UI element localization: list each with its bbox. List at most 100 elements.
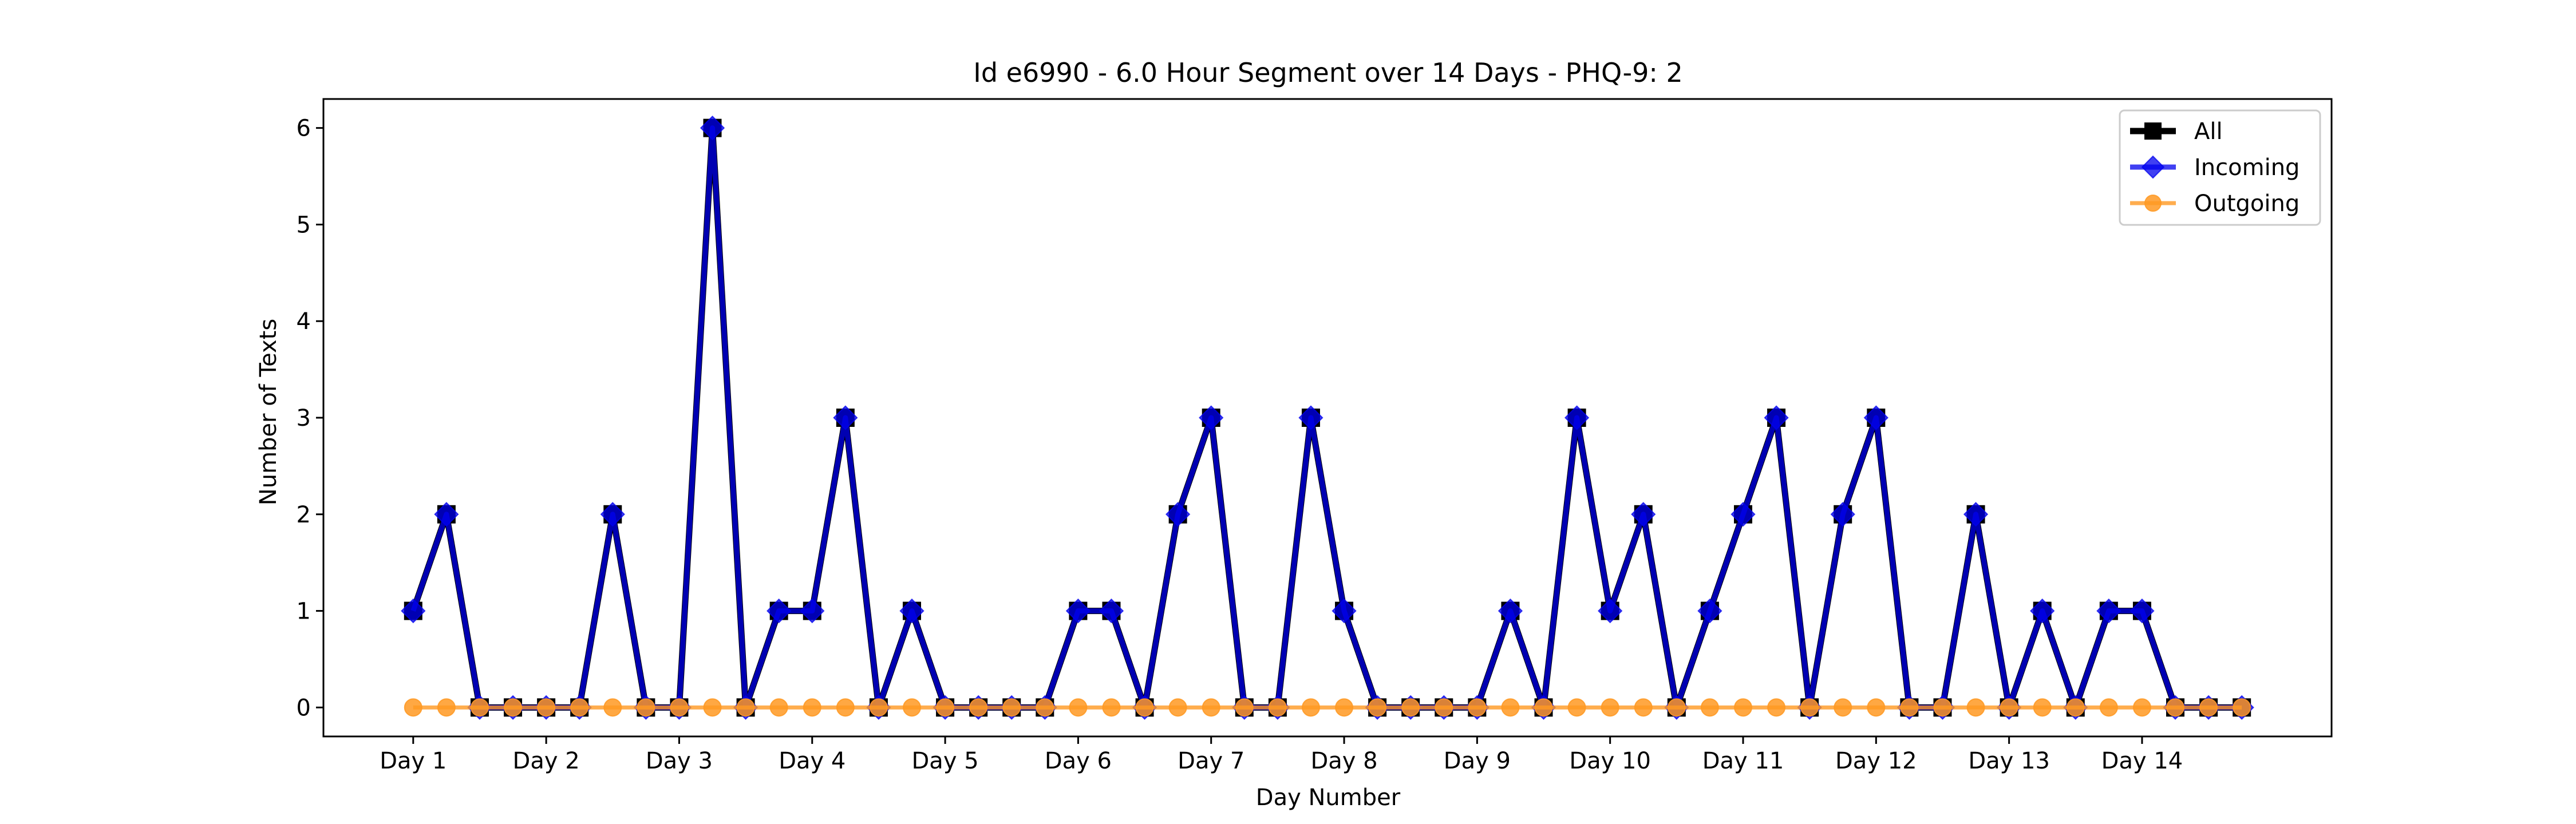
x-tick-label: Day 4	[779, 748, 846, 774]
data-point-incoming	[401, 598, 426, 624]
x-tick-label: Day 3	[646, 748, 713, 774]
data-point-outgoing	[1534, 698, 1553, 717]
data-point-incoming	[1963, 502, 1989, 527]
data-point-incoming	[2129, 598, 2155, 624]
legend-marker-incoming	[2141, 155, 2165, 179]
x-tick-label: Day 2	[513, 748, 580, 774]
data-point-outgoing	[1036, 698, 1054, 717]
data-point-outgoing	[1634, 698, 1653, 717]
x-tick-label: Day 11	[1702, 748, 1784, 774]
legend-label-all: All	[2194, 118, 2223, 145]
data-point-outgoing	[637, 698, 655, 717]
legend-item-all: All	[2130, 118, 2223, 145]
data-point-incoming	[1498, 598, 1523, 624]
data-point-outgoing	[936, 698, 955, 717]
x-tick-label: Day 8	[1310, 748, 1377, 774]
data-point-incoming	[1165, 502, 1191, 527]
data-point-outgoing	[670, 698, 689, 717]
data-point-outgoing	[1368, 698, 1387, 717]
data-point-outgoing	[1268, 698, 1287, 717]
x-tick-label: Day 7	[1178, 748, 1244, 774]
data-point-outgoing	[1733, 698, 1752, 717]
data-point-outgoing	[504, 698, 523, 717]
data-point-outgoing	[803, 698, 821, 717]
data-point-outgoing	[1933, 698, 1952, 717]
series-line-incoming	[410, 125, 2242, 710]
legend-label-incoming: Incoming	[2194, 154, 2300, 181]
data-point-outgoing	[2199, 698, 2218, 717]
data-point-incoming	[1730, 502, 1756, 527]
data-point-outgoing	[1900, 698, 1919, 717]
x-tick-label: Day 12	[1835, 748, 1917, 774]
data-point-outgoing	[1202, 698, 1220, 717]
y-tick-label: 6	[297, 116, 311, 142]
y-tick-label: 2	[297, 502, 311, 528]
data-point-outgoing	[1767, 698, 1786, 717]
x-tick-label: Day 10	[1569, 748, 1651, 774]
legend-marker-outgoing	[2144, 195, 2162, 212]
data-point-incoming	[700, 115, 725, 141]
data-point-outgoing	[1002, 698, 1021, 717]
data-point-outgoing	[903, 698, 922, 717]
data-point-outgoing	[1667, 698, 1686, 717]
data-point-incoming	[1564, 405, 1590, 430]
y-axis-label: Number of Texts	[255, 319, 282, 505]
data-point-outgoing	[1700, 698, 1719, 717]
data-point-outgoing	[1435, 698, 1453, 717]
data-point-outgoing	[869, 698, 888, 717]
data-point-outgoing	[2000, 698, 2018, 717]
data-point-outgoing	[1235, 698, 1254, 717]
legend-item-incoming: Incoming	[2130, 154, 2300, 181]
data-point-outgoing	[603, 698, 622, 717]
data-point-incoming	[1065, 598, 1091, 624]
data-point-outgoing	[404, 698, 422, 717]
x-tick-label: Day 6	[1045, 748, 1112, 774]
data-point-outgoing	[1966, 698, 1985, 717]
legend-box	[2119, 109, 2321, 226]
data-point-incoming	[1199, 405, 1224, 430]
data-point-incoming	[1099, 598, 1124, 624]
legend-marker-all	[2144, 122, 2162, 140]
data-point-incoming	[1697, 598, 1722, 624]
y-tick-label: 3	[297, 405, 311, 431]
data-point-outgoing	[2099, 698, 2118, 717]
y-tick-label: 0	[297, 695, 311, 721]
y-tick-label: 5	[297, 212, 311, 238]
data-point-outgoing	[1401, 698, 1420, 717]
x-tick-label: Day 13	[1968, 748, 2050, 774]
data-point-outgoing	[1800, 698, 1819, 717]
data-point-outgoing	[437, 698, 456, 717]
data-point-outgoing	[703, 698, 722, 717]
x-tick-label: Day 1	[380, 748, 447, 774]
data-point-incoming	[767, 598, 792, 624]
data-point-incoming	[1332, 598, 1357, 624]
plot-area: 0 1 2 3 4 5 6 Day 1 Day 2 Day 3 Day 4 Day 5 Day 6 Day…	[297, 98, 2333, 774]
data-point-incoming	[800, 598, 825, 624]
data-point-outgoing	[1135, 698, 1154, 717]
legend-item-outgoing: Outgoing	[2130, 191, 2300, 217]
data-point-outgoing	[1102, 698, 1121, 717]
series-outgoing	[404, 698, 2251, 717]
y-tick-label: 4	[297, 308, 311, 335]
data-point-incoming	[600, 502, 625, 527]
data-point-outgoing	[570, 698, 589, 717]
data-point-incoming	[1598, 598, 1623, 624]
data-point-outgoing	[969, 698, 988, 717]
data-point-outgoing	[1867, 698, 1886, 717]
data-point-incoming	[833, 405, 858, 430]
data-point-incoming	[899, 598, 924, 624]
data-point-outgoing	[2066, 698, 2085, 717]
data-point-incoming	[2030, 598, 2055, 624]
chart-title: Id e6990 - 6.0 Hour Segment over 14 Days…	[973, 57, 1682, 88]
data-point-outgoing	[1168, 698, 1187, 717]
series-line-all	[410, 125, 2242, 711]
x-axis-label: Day Number	[1256, 785, 1401, 811]
data-point-incoming	[1830, 502, 1855, 527]
data-point-outgoing	[1468, 698, 1487, 717]
data-point-outgoing	[2166, 698, 2185, 717]
x-tick-label: Day 5	[912, 748, 979, 774]
series-incoming	[401, 115, 2254, 720]
data-point-incoming	[2096, 598, 2121, 624]
data-point-outgoing	[836, 698, 855, 717]
